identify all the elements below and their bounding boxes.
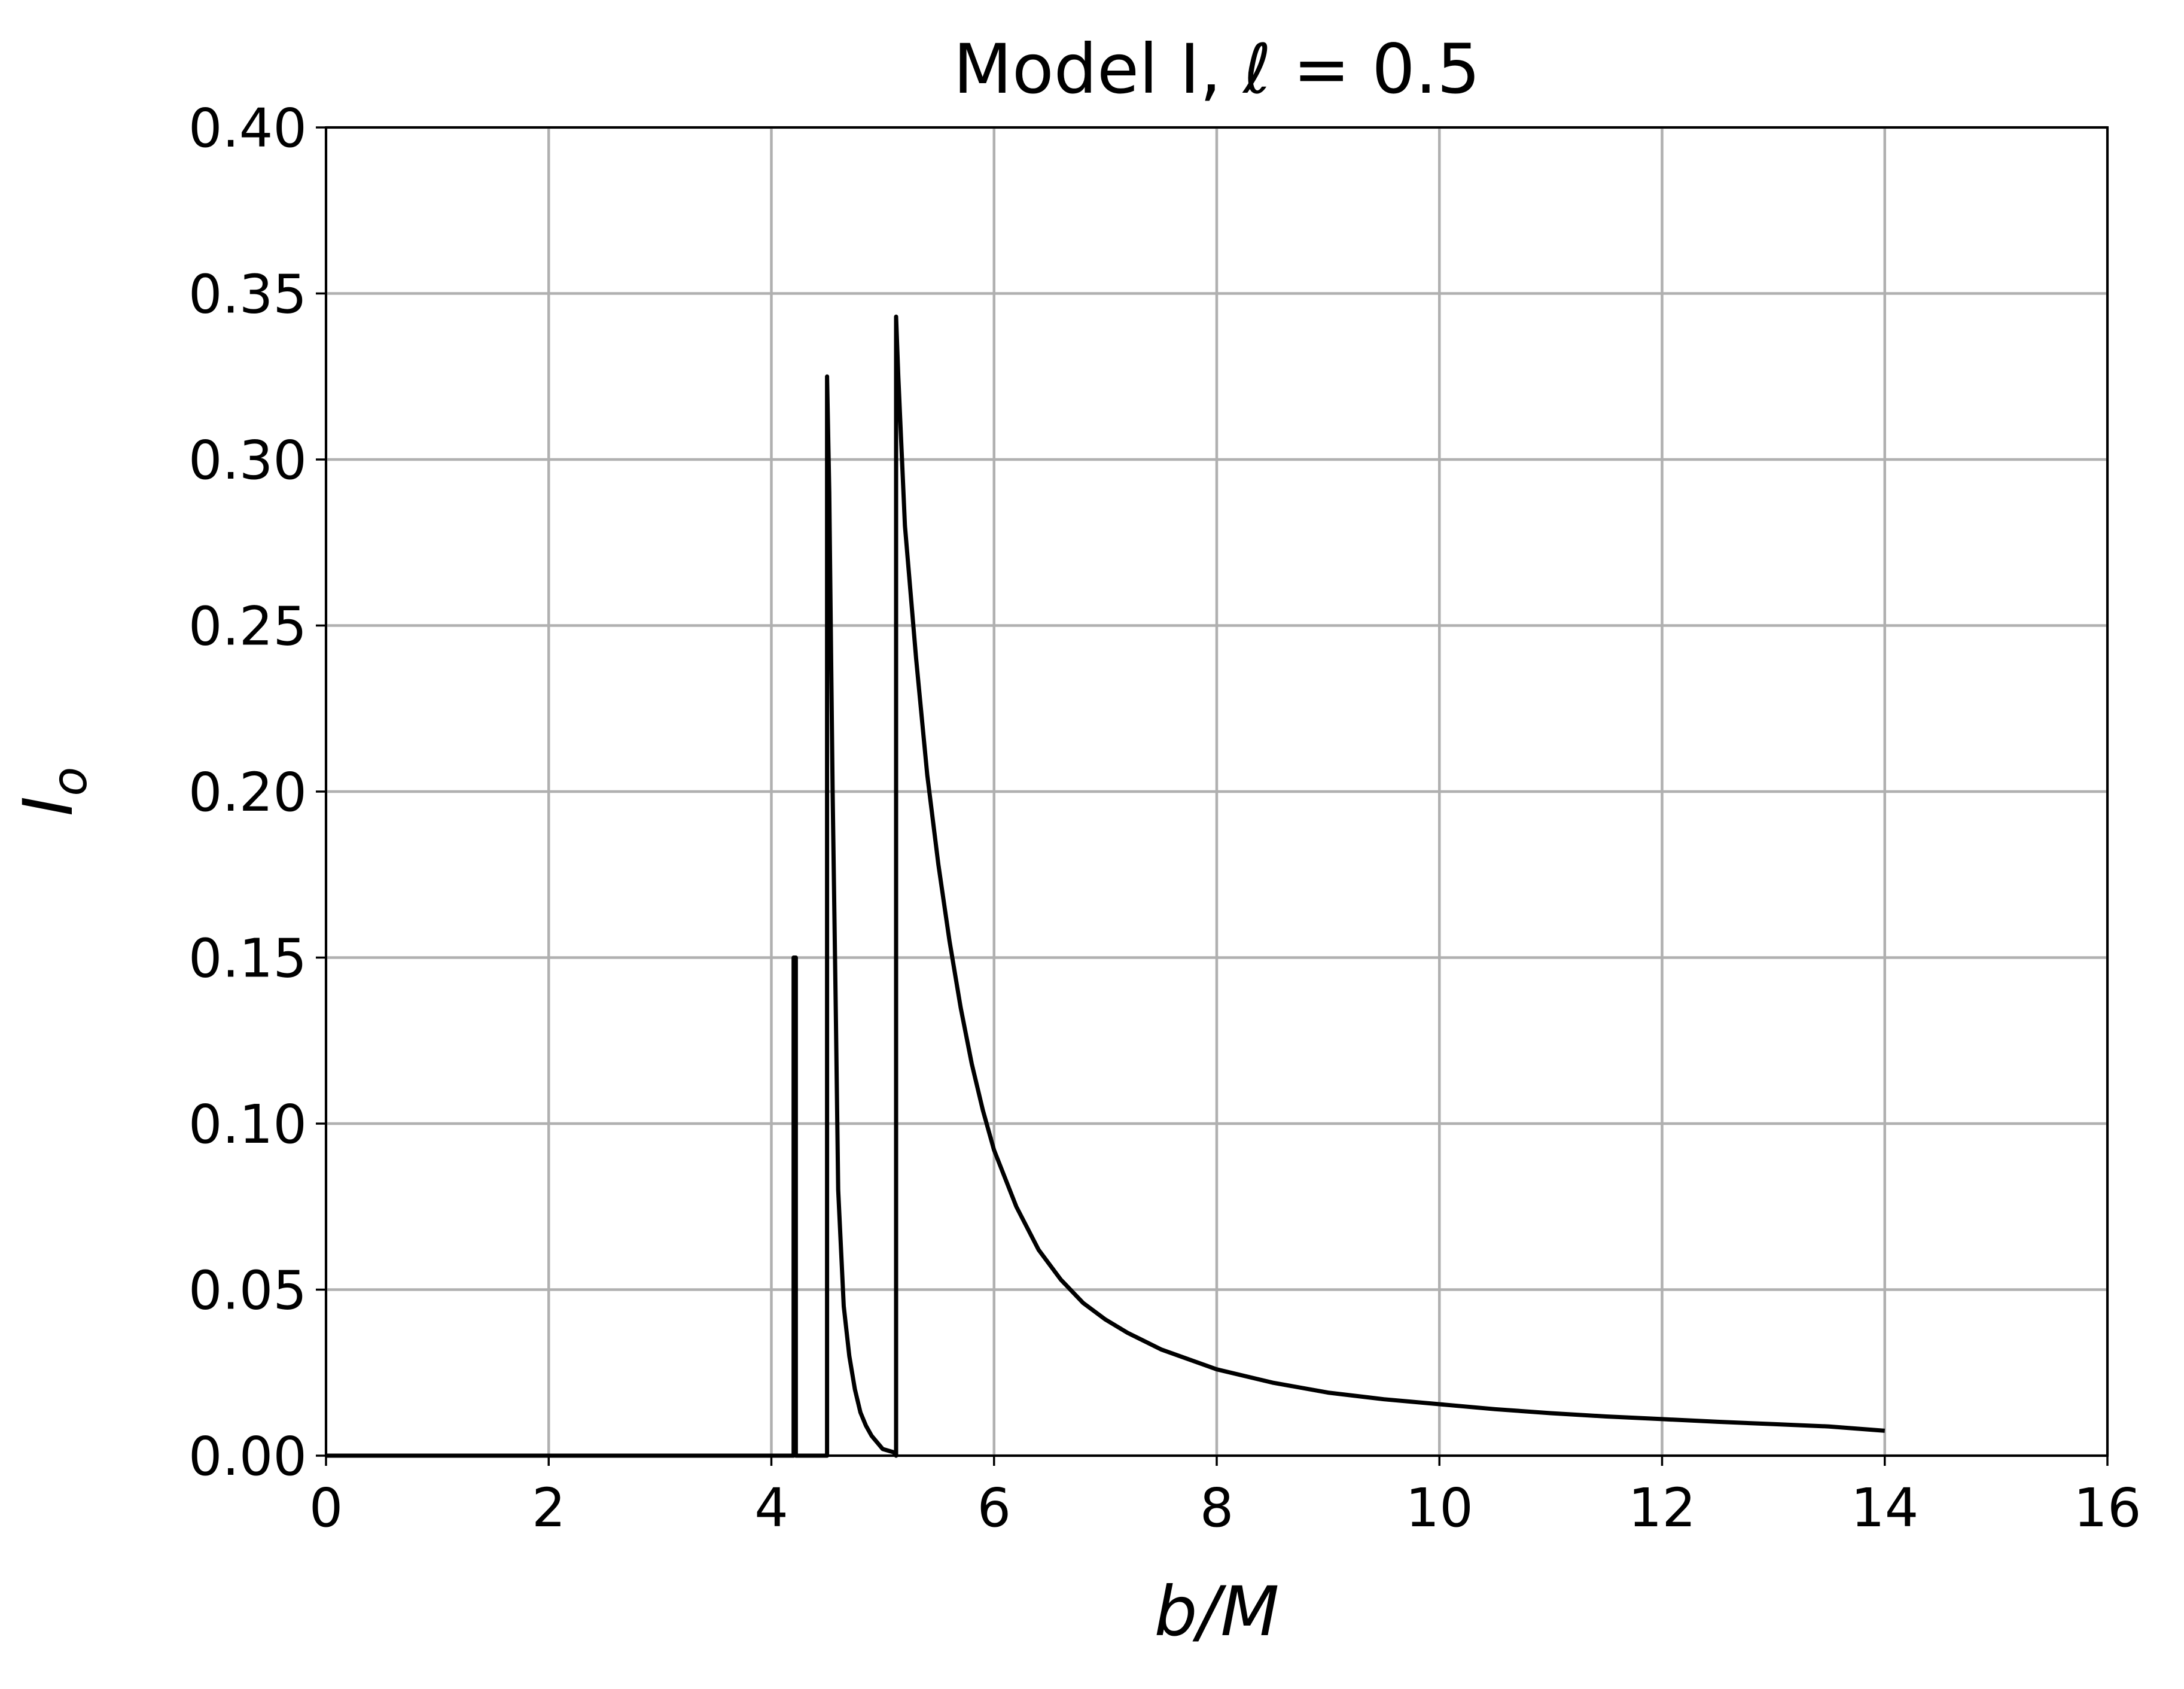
y-tick-label: 0.25	[188, 595, 307, 658]
x-tick-label: 12	[1628, 1477, 1696, 1539]
x-tick-label: 4	[754, 1477, 788, 1539]
x-tick-label: 14	[1851, 1477, 1918, 1539]
y-tick-label: 0.30	[188, 429, 307, 491]
series-layer	[326, 314, 1886, 1458]
y-tick-label: 0.00	[188, 1425, 307, 1487]
x-tick-label: 2	[532, 1477, 566, 1539]
y-tick-label: 0.20	[188, 761, 307, 823]
ticks: 0 2 4 6 8 10 12 14 16 0.00 0.05 0.10 0.15 0.20 0.25 0.3…	[188, 97, 2142, 1539]
x-tick-label: 8	[1200, 1477, 1234, 1539]
x-tick-label: 16	[2073, 1477, 2141, 1539]
y-axis-label: Io	[8, 767, 98, 817]
y-tick-label: 0.15	[188, 927, 307, 990]
grid	[324, 126, 2109, 1457]
x-tick-label: 6	[977, 1477, 1011, 1539]
x-tick-label: 0	[309, 1477, 343, 1539]
x-axis-label: b/M	[1154, 1572, 1279, 1651]
x-tick-label: 10	[1406, 1477, 1473, 1539]
y-tick-label: 0.40	[188, 97, 307, 159]
y-tick-label: 0.10	[188, 1093, 307, 1155]
y-tick-label: 0.05	[188, 1259, 307, 1322]
y-tick-label: 0.35	[188, 263, 307, 325]
series-line-0	[326, 314, 1886, 1458]
chart-title: Model I, ℓ = 0.5	[954, 29, 1481, 109]
